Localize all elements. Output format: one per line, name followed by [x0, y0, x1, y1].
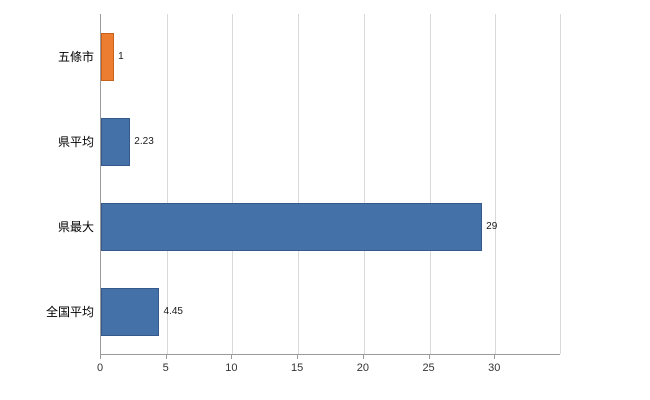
gridline-x-5	[166, 14, 168, 354]
gridline-x-10	[232, 14, 234, 354]
x-tick-mark-10	[231, 355, 233, 359]
category-label-県最大: 県最大	[57, 220, 94, 235]
x-tick-label-15: 15	[291, 362, 304, 374]
gridline-x-15	[298, 14, 300, 354]
bar-value-label-全国平均: 4.45	[163, 306, 183, 318]
gridline-x-30	[495, 14, 497, 354]
x-tick-mark-0	[100, 355, 101, 359]
x-tick-mark-15	[297, 355, 299, 359]
bar-value-label-県平均: 2.23	[134, 135, 154, 147]
gridline-x-25	[429, 14, 431, 354]
bar-value-label-県最大: 29	[486, 221, 498, 233]
category-label-県平均: 県平均	[57, 134, 94, 149]
x-tick-mark-5	[165, 355, 167, 359]
x-tick-mark-30	[494, 355, 496, 359]
x-tick-mark-25	[428, 355, 430, 359]
x-tick-label-20: 20	[356, 362, 369, 374]
x-tick-label-5: 5	[162, 362, 169, 374]
x-tick-mark-20	[362, 355, 364, 359]
category-label-五條市: 五條市	[57, 49, 94, 64]
category-label-全国平均: 全国平均	[45, 305, 94, 320]
x-tick-label-0: 0	[96, 362, 104, 374]
x-tick-label-10: 10	[225, 362, 238, 374]
bar-value-label-五條市: 1	[118, 50, 124, 62]
bar-全国平均	[101, 288, 160, 337]
bar-五條市	[101, 32, 115, 81]
bar-県平均	[101, 117, 131, 166]
bar-県最大	[101, 203, 483, 252]
x-tick-label-30: 30	[488, 362, 501, 374]
x-tick-label-25: 25	[422, 362, 435, 374]
plot-area: 1 2.23 29 4.45	[100, 14, 561, 355]
gridline-right-edge	[560, 14, 561, 354]
gridline-x-20	[363, 14, 365, 354]
